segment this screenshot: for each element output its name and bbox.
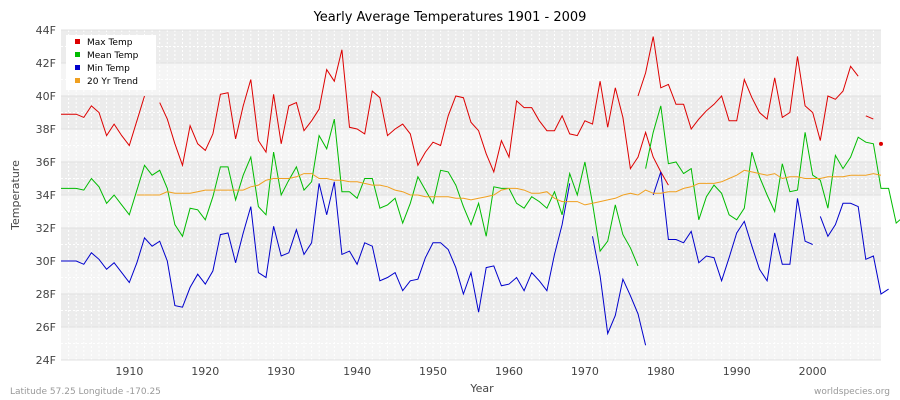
20-yr-trend-line [136, 169, 882, 206]
min-temp-line [592, 236, 647, 346]
x-axis-label: Year [469, 382, 494, 395]
chart-title: Yearly Average Temperatures 1901 - 2009 [313, 10, 587, 25]
legend-label: 20 Yr Trend [87, 77, 138, 87]
legend-label: Min Temp [87, 64, 130, 74]
footer-coordinates: Latitude 57.25 Longitude -170.25 [10, 387, 161, 397]
legend-box [66, 35, 156, 90]
x-tick-label: 1940 [343, 365, 371, 378]
y-tick-label: 36F [36, 156, 56, 169]
max-temp-line [159, 49, 669, 186]
legend-label: Mean Temp [87, 51, 139, 61]
y-tick-label: 28F [36, 288, 56, 301]
x-tick-label: 1930 [267, 365, 295, 378]
x-tick-label: 1910 [115, 365, 143, 378]
x-tick-label: 1920 [191, 365, 219, 378]
mean-temp-line [645, 105, 900, 225]
x-tick-label: 1950 [419, 365, 447, 378]
x-tick-label: 1980 [647, 365, 675, 378]
legend-swatch [75, 78, 80, 83]
series-lines [61, 36, 900, 346]
max-temp-line [865, 115, 874, 120]
footer-source: worldspecies.org [814, 387, 890, 397]
y-tick-label: 26F [36, 321, 56, 334]
legend-swatch [75, 65, 80, 70]
max-temp-point [879, 141, 883, 146]
y-tick-label: 42F [36, 57, 56, 70]
x-tick-label: 1970 [571, 365, 599, 378]
min-temp-line [819, 202, 889, 295]
y-tick-label: 24F [36, 354, 56, 367]
legend: Max Temp Mean Temp Min Temp 20 Yr Trend [66, 35, 156, 90]
y-tick-label: 32F [36, 222, 56, 235]
max-temp-line [637, 36, 859, 141]
min-temp-line [61, 181, 571, 313]
y-tick-label: 44F [36, 24, 56, 37]
y-tick-label: 40F [36, 90, 56, 103]
legend-label: Max Temp [87, 38, 133, 48]
y-tick-label: 38F [36, 123, 56, 136]
y-tick-labels: 24F 26F 28F 30F 32F 34F 36F 38F 40F 42F 44F [36, 24, 56, 367]
max-temp-line [61, 95, 145, 147]
x-tick-labels: 1910 1920 1930 1940 1950 1960 1970 1980 1990 2000 [115, 365, 826, 378]
y-tick-label: 30F [36, 255, 56, 268]
min-temp-line [652, 171, 813, 283]
horizontal-gridlines [61, 29, 881, 361]
legend-swatch [75, 52, 80, 57]
y-axis-label: Temperature [9, 160, 22, 231]
x-tick-label: 1960 [495, 365, 523, 378]
legend-swatch [75, 39, 80, 44]
mean-temp-line [61, 118, 639, 267]
y-tick-label: 34F [36, 189, 56, 202]
x-tick-label: 2000 [799, 365, 827, 378]
x-tick-label: 1990 [723, 365, 751, 378]
